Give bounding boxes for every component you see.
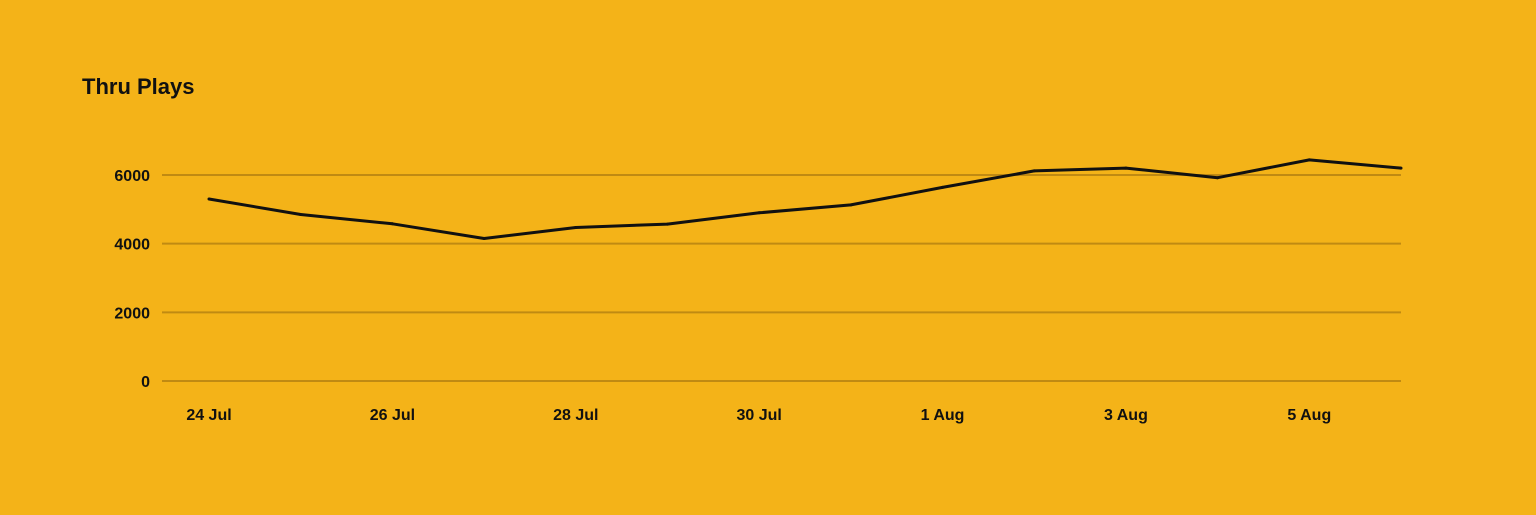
data-point bbox=[207, 197, 211, 201]
data-point bbox=[1399, 166, 1403, 170]
x-tick-label: 3 Aug bbox=[1104, 407, 1148, 424]
series-line bbox=[208, 158, 1402, 240]
x-tick-label: 30 Jul bbox=[736, 407, 781, 424]
y-tick-label: 2000 bbox=[114, 305, 150, 322]
data-point bbox=[941, 185, 945, 189]
chart-title: Thru Plays bbox=[82, 74, 195, 99]
x-tick-label: 24 Jul bbox=[186, 407, 231, 424]
x-tick-label: 28 Jul bbox=[553, 407, 598, 424]
y-axis-ticks: 0 2000 4000 6000 bbox=[114, 168, 150, 391]
series-layer bbox=[207, 158, 1403, 241]
data-point bbox=[390, 222, 394, 226]
data-point bbox=[1032, 169, 1036, 173]
y-tick-label: 6000 bbox=[114, 168, 150, 185]
data-point bbox=[1216, 176, 1220, 180]
data-point bbox=[1307, 158, 1311, 162]
data-point bbox=[665, 222, 669, 226]
data-point bbox=[299, 212, 303, 216]
data-point bbox=[574, 226, 578, 230]
x-axis-ticks: 24 Jul 26 Jul 28 Jul 30 Jul 1 Aug 3 Aug 5 Aug bbox=[186, 407, 1331, 424]
data-point bbox=[1124, 166, 1128, 170]
x-tick-label: 1 Aug bbox=[921, 407, 965, 424]
data-point bbox=[849, 203, 853, 207]
x-tick-label: 26 Jul bbox=[370, 407, 415, 424]
y-tick-label: 0 bbox=[141, 374, 150, 391]
y-tick-label: 4000 bbox=[114, 237, 150, 254]
data-point bbox=[757, 211, 761, 215]
gridlines bbox=[162, 174, 1401, 382]
data-point bbox=[482, 237, 486, 241]
x-tick-label: 5 Aug bbox=[1287, 407, 1331, 424]
